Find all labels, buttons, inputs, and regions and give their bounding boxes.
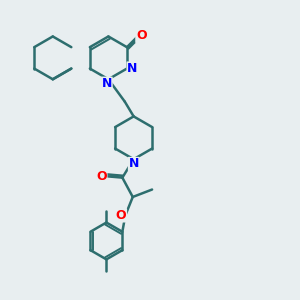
Text: O: O <box>136 29 146 42</box>
Text: N: N <box>102 77 112 90</box>
Text: N: N <box>128 158 139 170</box>
Text: N: N <box>127 62 137 75</box>
Text: O: O <box>116 209 127 222</box>
Text: O: O <box>96 170 107 183</box>
